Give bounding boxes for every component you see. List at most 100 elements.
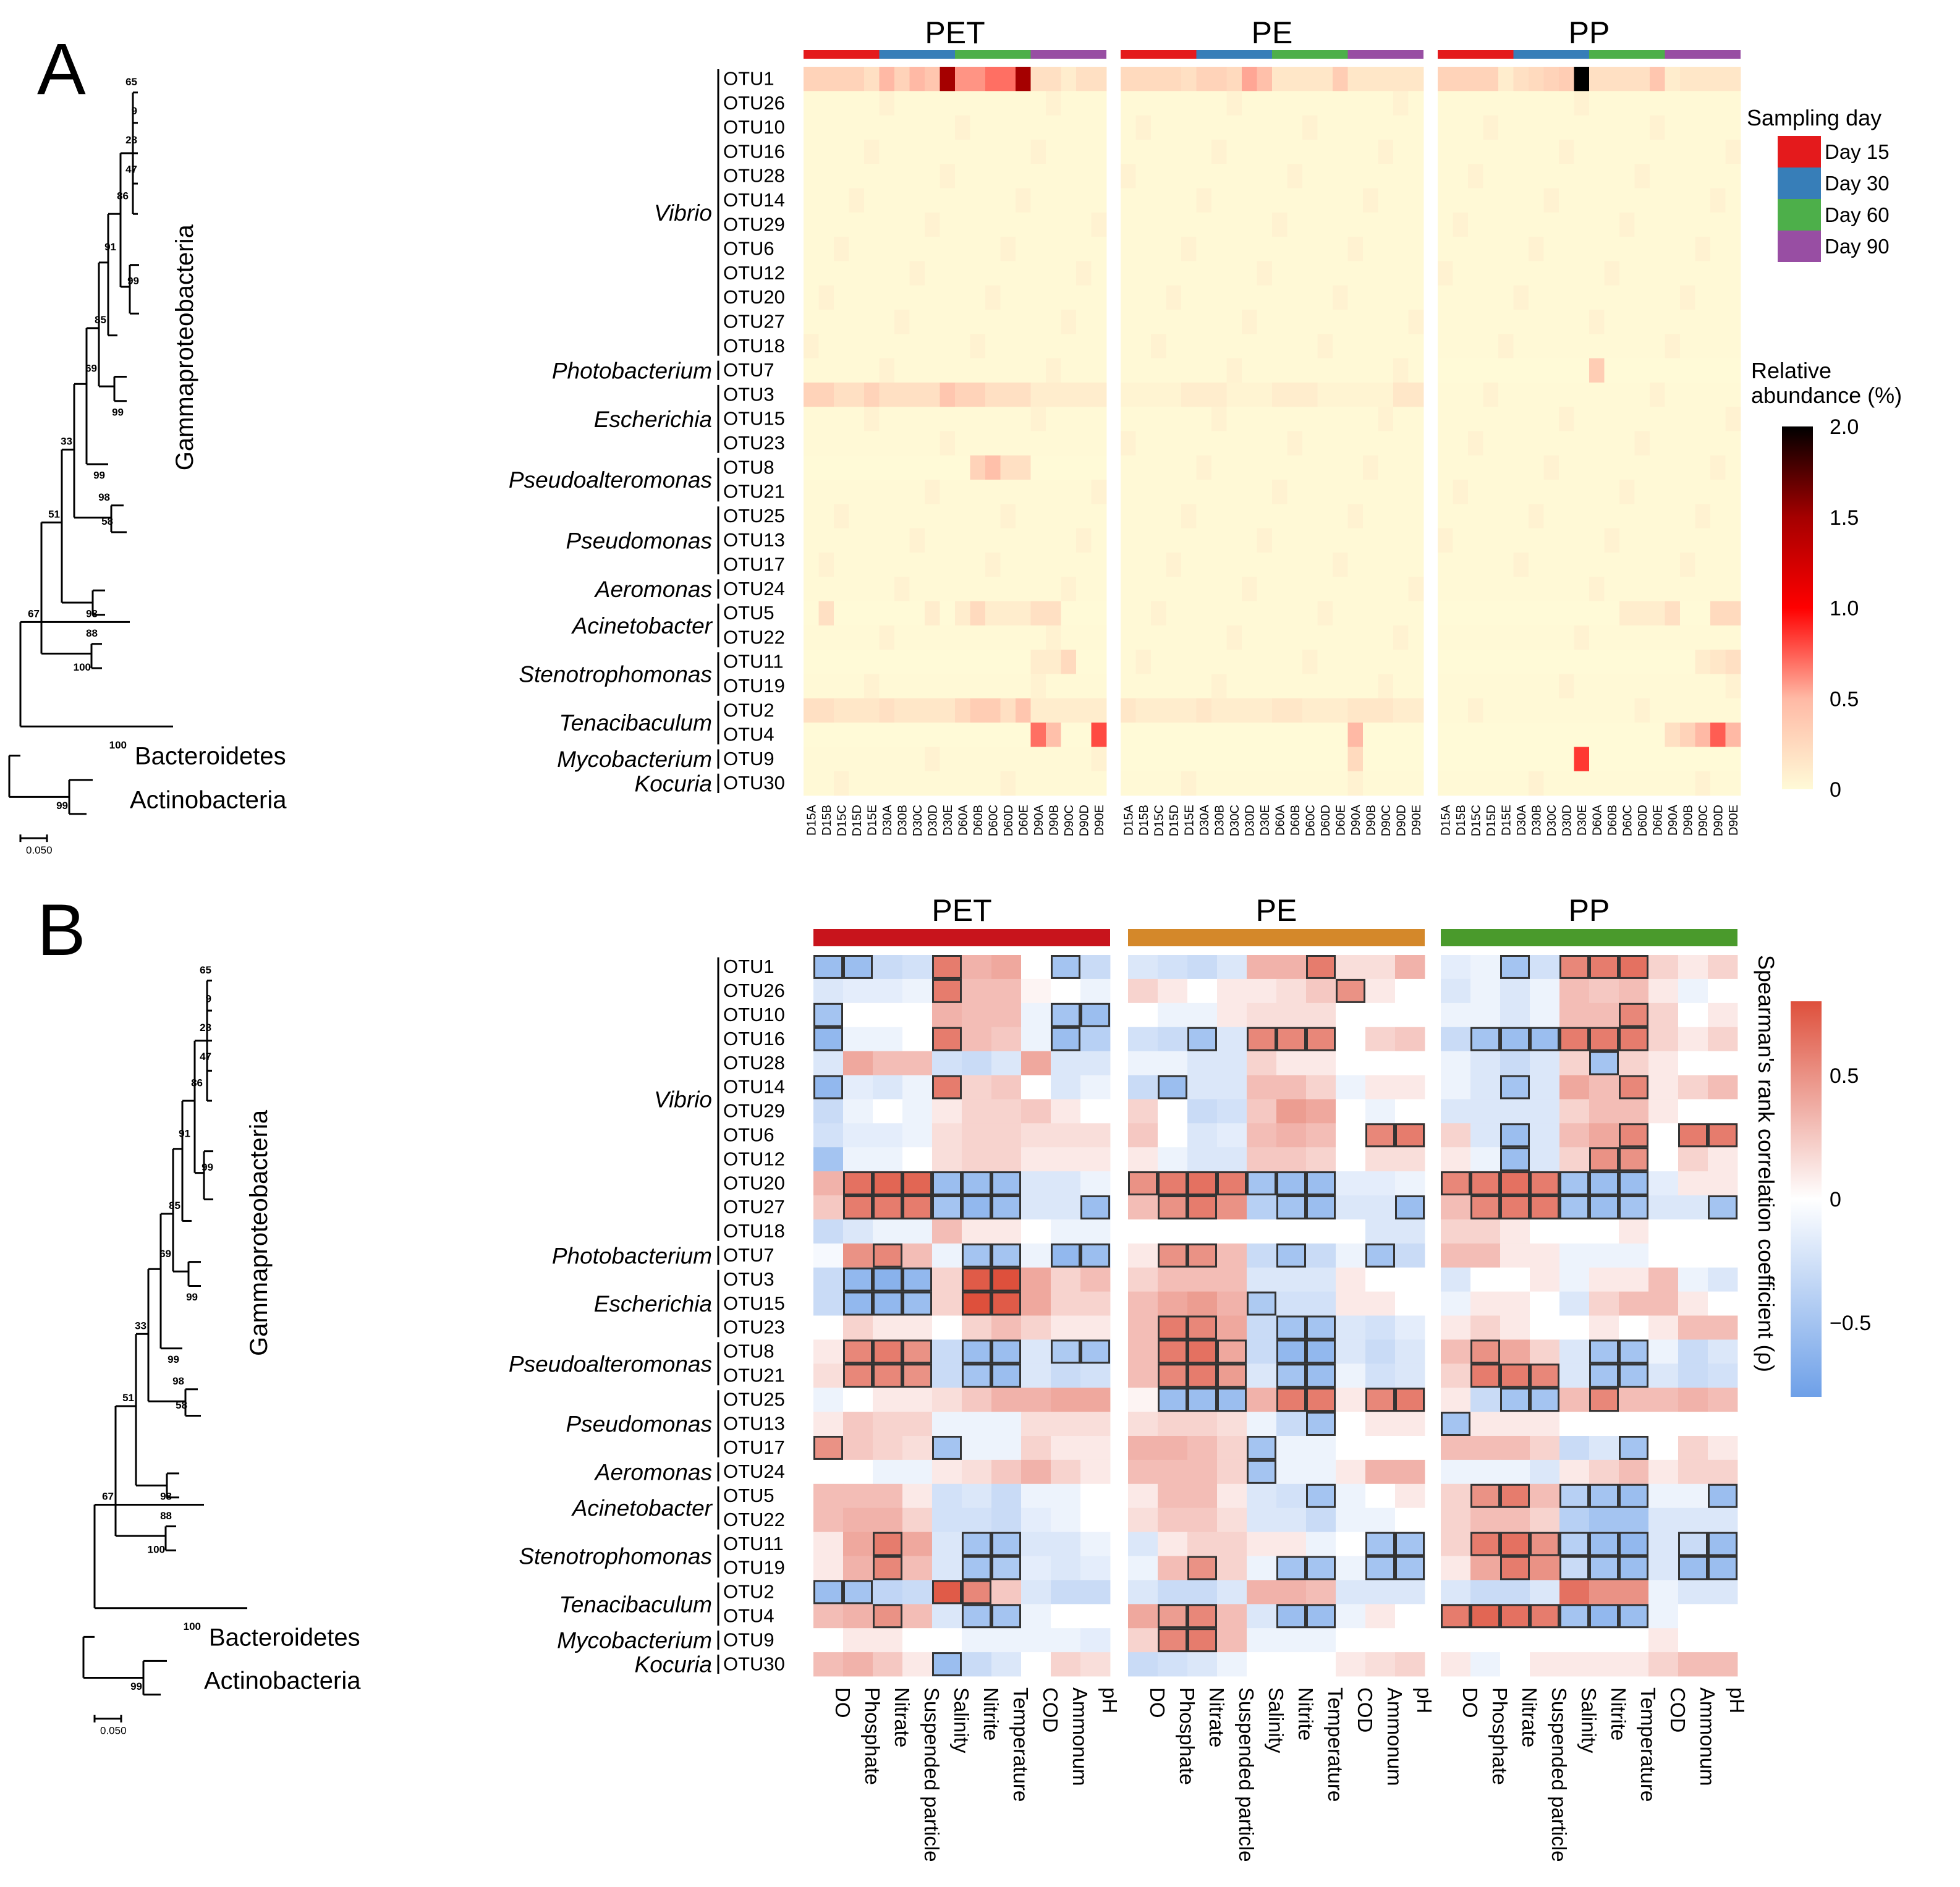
correlation-cell [1395,1652,1425,1677]
abundance-cell [1529,698,1544,723]
correlation-cell [1678,1099,1708,1124]
correlation-cell [1051,1123,1081,1148]
abundance-cell [1302,771,1318,796]
abundance-cell [894,431,910,456]
scale-bar-label: 0.050 [26,844,53,856]
correlation-cell [1247,1507,1277,1532]
correlation-cell [991,1388,1022,1412]
abundance-cell [1543,771,1559,796]
abundance-cell [1604,67,1620,91]
abundance-cell [1317,723,1333,747]
abundance-cell [804,212,819,237]
abundance-cell [1665,625,1681,650]
abundance-cell [1151,188,1166,213]
correlation-cell [1187,1147,1218,1172]
abundance-cell [1543,407,1559,431]
abundance-cell [1016,358,1031,383]
abundance-cell [834,650,849,674]
significance-box [1589,955,1619,979]
correlation-cell [1365,1195,1396,1220]
otu-label: OTU21 [723,481,785,502]
significance-box [1470,1363,1500,1388]
abundance-cell [970,407,986,431]
abundance-cell [1408,431,1424,456]
correlation-cell [1051,1604,1081,1629]
correlation-cell [1051,1315,1081,1340]
abundance-cell [1483,577,1499,601]
correlation-cell [1678,1652,1708,1677]
correlation-cell [932,1436,962,1461]
abundance-cell [970,358,986,383]
abundance-cell [909,771,925,796]
correlation-cell [1080,1652,1111,1677]
abundance-cell [1513,480,1529,504]
abundance-cell [834,577,849,601]
correlation-cell [932,1315,962,1340]
abundance-cell [1559,164,1574,189]
env-factor-label: Nitrite [1294,1687,1317,1741]
correlation-cell [813,1483,844,1509]
correlation-cell [1500,1075,1530,1100]
correlation-cell [1530,1604,1560,1629]
abundance-cell [1363,285,1378,310]
abundance-cell [1604,212,1620,237]
abundance-cell [1574,577,1590,601]
correlation-cell [1500,955,1530,980]
abundance-cell [1574,528,1590,553]
correlation-cell [1441,1339,1471,1364]
correlation-cell [1187,1652,1218,1677]
correlation-cell [1365,1051,1396,1075]
abundance-cell [1181,139,1197,164]
abundance-cell [818,261,834,286]
abundance-cell [1121,261,1136,286]
abundance-cell [1513,625,1529,650]
abundance-cell [985,285,1001,310]
significance-box [873,1604,902,1629]
correlation-cell [1051,1003,1081,1028]
legend-swatch-day15 [1778,136,1821,167]
correlation-cell [1470,1388,1501,1412]
correlation-cell [1708,1363,1738,1388]
abundance-cell [894,747,910,772]
correlation-cell [962,1123,992,1148]
abundance-cell [1710,261,1726,286]
correlation-cell [1470,1532,1501,1556]
sample-label: D60B [1289,805,1302,836]
abundance-cell [1695,771,1711,796]
abundance-cell [1030,553,1046,577]
correlation-cell [1217,1604,1247,1629]
significance-box [1619,1195,1648,1219]
abundance-cell [1061,431,1077,456]
abundance-cell [1453,698,1469,723]
significance-box [1619,1339,1648,1364]
otu-label: OTU30 [723,1653,785,1674]
correlation-cell [1395,1412,1425,1436]
abundance-cell [1438,650,1453,674]
significance-box [932,978,962,1003]
abundance-cell [1650,455,1665,480]
bootstrap-value: 100 [109,739,127,751]
abundance-cell [1438,382,1453,407]
abundance-cell [1166,431,1182,456]
abundance-cell [1196,91,1212,116]
abundance-cell [1438,310,1453,334]
correlation-cell [1051,1363,1081,1388]
correlation-cell [1021,1099,1051,1124]
abundance-cell [1680,625,1695,650]
abundance-cell [909,674,925,699]
abundance-cell [970,382,986,407]
abundance-cell [1272,480,1288,504]
abundance-cell [1725,553,1741,577]
abundance-cell [1543,334,1559,358]
abundance-cell [864,188,880,213]
abundance-cell [1468,310,1483,334]
correlation-cell [1276,1267,1307,1292]
correlation-cell [962,955,992,980]
correlation-cell [1306,1147,1336,1172]
abundance-cell [1543,577,1559,601]
abundance-cell [1574,674,1590,699]
abundance-cell [1272,528,1288,553]
abundance-cell [1121,504,1136,529]
correlation-cell [1530,1147,1560,1172]
abundance-cell [804,382,819,407]
